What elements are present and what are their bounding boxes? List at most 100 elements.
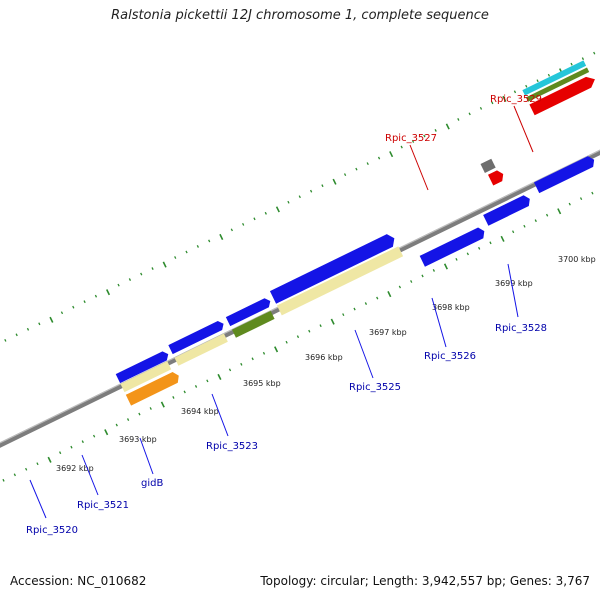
outer-ring-tick xyxy=(117,283,120,287)
inner-ring-tick xyxy=(228,368,232,372)
outer-ring-tick xyxy=(355,167,358,171)
gene-feature-red-3527[interactable] xyxy=(487,169,506,186)
inner-ring-tick xyxy=(194,385,198,388)
leader-rpic-3526 xyxy=(431,297,447,348)
gene-feature-cyan-3529[interactable] xyxy=(522,60,587,96)
inner-ring-tick xyxy=(545,213,549,217)
gene-feature-fwd-3[interactable] xyxy=(269,232,397,304)
gene-label-rpic-3523[interactable]: Rpic_3523 xyxy=(206,441,258,452)
inner-ring-tick xyxy=(466,252,469,256)
gene-feature-rpic-3525[interactable] xyxy=(419,226,487,267)
chromosome-backbone-highlight xyxy=(0,24,600,446)
kbp-label-3697: 3697 kbp xyxy=(369,328,407,337)
outer-ring-tick xyxy=(140,272,143,276)
inner-ring-tick xyxy=(342,313,345,317)
outer-ring-tick xyxy=(94,294,98,298)
outer-ring-tick xyxy=(547,73,551,77)
gene-label-rpic-3521[interactable]: Rpic_3521 xyxy=(77,500,129,511)
inner-ring-tick xyxy=(421,274,424,278)
outer-ring-tick xyxy=(15,333,18,337)
outer-ring-tick xyxy=(423,134,426,138)
inner-ring-tick xyxy=(534,219,537,223)
inner-ring-tick xyxy=(319,324,322,328)
gene-label-rpic-3520[interactable]: Rpic_3520 xyxy=(26,525,78,536)
kbp-label-3700: 3700 kbp xyxy=(558,255,596,264)
inner-ring-tick xyxy=(296,335,300,339)
inner-ring-tick xyxy=(262,351,266,355)
outer-ring-tick xyxy=(332,178,337,185)
inner-ring-tick xyxy=(591,191,594,195)
chromosome-backbone xyxy=(0,24,600,450)
inner-ring-tick xyxy=(206,379,209,383)
outer-ring-tick xyxy=(309,189,313,193)
outer-tick-ring xyxy=(4,51,596,342)
inner-ring-tick xyxy=(308,329,311,333)
gene-label-rpic-3526[interactable]: Rpic_3526 xyxy=(424,351,476,362)
outer-ring-tick xyxy=(434,129,437,132)
inner-ring-tick xyxy=(274,346,279,353)
leader-rpic-3525 xyxy=(354,329,374,379)
outer-ring-tick xyxy=(411,140,415,143)
inner-ring-tick xyxy=(500,235,505,242)
inner-ring-tick xyxy=(13,473,16,477)
gene-feature-orange[interactable] xyxy=(125,370,182,406)
outer-ring-tick xyxy=(445,123,450,130)
inner-ring-tick xyxy=(70,445,73,449)
outer-ring-tick xyxy=(49,316,54,323)
gene-feature-gray-3527[interactable] xyxy=(480,158,496,173)
inner-ring-tick xyxy=(330,318,335,325)
outer-ring-tick xyxy=(491,101,494,105)
map-title: Ralstonia pickettii 12J chromosome 1, co… xyxy=(111,8,489,23)
inner-ring-tick xyxy=(398,285,402,289)
gene-feature-green-3529[interactable] xyxy=(525,67,590,102)
leader-rpic-3527 xyxy=(409,144,429,191)
leader-rpic-3520 xyxy=(29,479,47,519)
outer-ring-tick xyxy=(219,233,224,241)
gene-feature-rpic-3520-fwd[interactable] xyxy=(115,350,171,384)
gene-feature-red-3529[interactable] xyxy=(529,74,597,116)
outer-ring-tick xyxy=(377,156,381,160)
inner-ring-tick xyxy=(126,418,130,421)
gene-feature-green-gidB[interactable] xyxy=(231,310,275,338)
inner-ring-tick xyxy=(115,423,118,427)
gene-feature-rpic-3528[interactable] xyxy=(533,154,597,194)
inner-ring-tick xyxy=(138,412,141,416)
gene-label-rpic-3528[interactable]: Rpic_3528 xyxy=(495,323,547,334)
gene-label-gidB[interactable]: gidB xyxy=(141,478,163,489)
outer-ring-tick xyxy=(83,300,86,304)
outer-ring-tick xyxy=(128,278,132,282)
outer-ring-tick xyxy=(479,106,483,110)
outer-ring-tick xyxy=(264,211,267,215)
inner-ring-tick xyxy=(568,202,571,206)
outer-ring-tick xyxy=(242,222,245,226)
gene-feature-yellow-1[interactable] xyxy=(120,361,172,393)
topology-summary: Topology: circular; Length: 3,942,557 bp… xyxy=(260,574,590,588)
gene-label-rpic-3527[interactable]: Rpic_3527 xyxy=(385,133,437,144)
gene-feature-fwd-2[interactable] xyxy=(225,296,273,327)
outer-ring-tick xyxy=(525,84,528,88)
outer-ring-tick xyxy=(298,195,301,199)
gene-feature-yellow-3[interactable] xyxy=(276,246,404,316)
gene-feature-rpic-3526[interactable] xyxy=(483,193,532,226)
inner-ring-tick xyxy=(81,440,84,444)
gene-label-rpic-3529[interactable]: Rpic_3529 xyxy=(490,94,542,105)
inner-ring-tick xyxy=(2,478,5,482)
outer-ring-tick xyxy=(513,90,517,94)
outer-ring-tick xyxy=(72,305,75,309)
inner-ring-tick xyxy=(511,230,515,234)
inner-ring-tick xyxy=(523,224,526,228)
inner-ring-tick xyxy=(59,451,62,455)
kbp-label-3696: 3696 kbp xyxy=(305,353,343,362)
inner-ring-tick xyxy=(149,407,152,410)
gene-label-rpic-3525[interactable]: Rpic_3525 xyxy=(349,382,401,393)
gene-feature-yellow-2[interactable] xyxy=(174,333,228,366)
kbp-label-3698: 3698 kbp xyxy=(432,303,470,312)
outer-ring-tick xyxy=(105,289,111,296)
outer-ring-tick xyxy=(230,228,233,232)
gene-feature-fwd-1[interactable] xyxy=(168,319,225,355)
outer-ring-tick xyxy=(321,184,324,188)
outer-ring-tick xyxy=(581,57,585,61)
outer-ring-tick xyxy=(570,62,573,66)
outer-ring-tick xyxy=(162,261,167,268)
